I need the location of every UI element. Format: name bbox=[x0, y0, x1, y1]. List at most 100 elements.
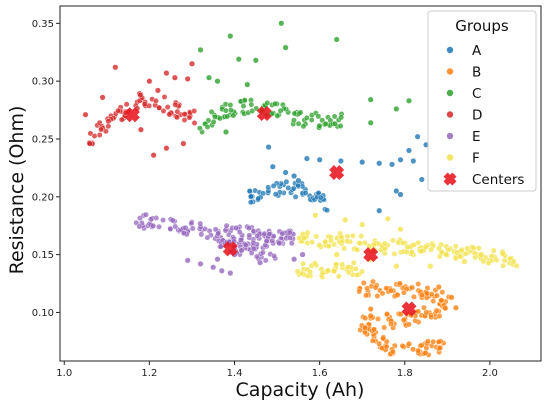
y-axis-label: Resistance (Ohm) bbox=[6, 106, 28, 275]
data-point bbox=[499, 250, 506, 257]
chart-axes: 1.0 1.2 1.4 1.6 1.8 2.0 0.10 0.15 0.20 0.25 0.30 0.… bbox=[32, 19, 498, 379]
data-point bbox=[394, 292, 401, 298]
data-point bbox=[136, 223, 143, 230]
data-point bbox=[480, 258, 487, 265]
data-point bbox=[406, 147, 413, 154]
data-point bbox=[513, 262, 520, 269]
data-point bbox=[327, 237, 334, 244]
data-point bbox=[485, 260, 492, 266]
data-point bbox=[415, 308, 422, 315]
data-point bbox=[403, 286, 410, 292]
data-point bbox=[180, 230, 187, 236]
center-marker bbox=[222, 241, 238, 257]
data-point bbox=[367, 119, 374, 126]
center-marker bbox=[124, 107, 140, 123]
data-point bbox=[300, 123, 307, 130]
data-point bbox=[493, 257, 500, 263]
data-point bbox=[361, 239, 368, 246]
data-point bbox=[166, 111, 173, 118]
chart-marks bbox=[82, 20, 520, 358]
data-point bbox=[254, 233, 261, 239]
data-point bbox=[418, 248, 425, 255]
data-point bbox=[191, 108, 198, 114]
data-point bbox=[82, 111, 89, 118]
data-point bbox=[434, 292, 440, 299]
data-point bbox=[315, 113, 322, 120]
data-point bbox=[390, 237, 396, 244]
data-point bbox=[189, 225, 196, 232]
data-point bbox=[406, 340, 412, 347]
data-point bbox=[388, 321, 394, 327]
data-point bbox=[246, 225, 252, 232]
data-point bbox=[163, 145, 170, 152]
data-point bbox=[282, 44, 289, 51]
data-point bbox=[391, 250, 398, 257]
data-point bbox=[462, 250, 469, 257]
data-point bbox=[372, 284, 379, 291]
data-point bbox=[408, 249, 415, 255]
data-point bbox=[137, 126, 144, 133]
data-point bbox=[393, 187, 400, 194]
x-tick-label: 1.6 bbox=[312, 368, 328, 379]
data-point bbox=[172, 223, 179, 230]
data-point bbox=[443, 251, 449, 258]
data-point bbox=[359, 268, 365, 275]
data-point bbox=[335, 273, 342, 280]
legend-label-D: D bbox=[472, 108, 482, 124]
data-point bbox=[198, 231, 205, 238]
data-point bbox=[238, 247, 245, 254]
data-point bbox=[370, 326, 377, 333]
data-point bbox=[160, 217, 167, 224]
data-point bbox=[397, 191, 404, 198]
data-point bbox=[223, 222, 230, 229]
data-point bbox=[283, 178, 290, 185]
data-point bbox=[410, 346, 416, 353]
data-point bbox=[214, 78, 221, 85]
data-point bbox=[501, 257, 508, 264]
data-point bbox=[150, 152, 157, 159]
data-point bbox=[350, 259, 357, 266]
y-tick-label: 0.30 bbox=[32, 77, 54, 88]
data-point bbox=[322, 238, 329, 245]
data-point bbox=[312, 212, 319, 219]
data-point bbox=[156, 104, 163, 111]
x-tick-label: 1.2 bbox=[141, 368, 157, 379]
data-point bbox=[331, 241, 337, 248]
series-B bbox=[356, 278, 459, 358]
data-point bbox=[332, 120, 338, 127]
data-point bbox=[238, 237, 244, 244]
data-point bbox=[303, 114, 310, 121]
data-point bbox=[411, 241, 417, 248]
data-point bbox=[246, 232, 253, 239]
data-point bbox=[174, 108, 181, 115]
data-point bbox=[262, 257, 269, 264]
data-point bbox=[294, 268, 301, 275]
data-point bbox=[478, 251, 485, 258]
data-point bbox=[344, 233, 351, 240]
data-point bbox=[360, 280, 367, 286]
data-point bbox=[345, 269, 352, 276]
data-point bbox=[367, 306, 374, 313]
data-point bbox=[383, 285, 390, 292]
data-point bbox=[224, 113, 231, 120]
data-point bbox=[181, 117, 188, 123]
data-point bbox=[161, 94, 168, 100]
data-point bbox=[264, 100, 271, 106]
data-point bbox=[215, 230, 222, 237]
data-point bbox=[376, 207, 383, 214]
data-point bbox=[290, 117, 297, 124]
data-point bbox=[271, 253, 277, 259]
data-point bbox=[147, 216, 154, 223]
data-point bbox=[337, 157, 344, 164]
data-point bbox=[414, 347, 421, 354]
data-point bbox=[249, 108, 256, 114]
data-point bbox=[302, 190, 309, 196]
data-point bbox=[421, 304, 427, 311]
data-point bbox=[227, 107, 234, 114]
data-point bbox=[475, 245, 482, 252]
data-point bbox=[333, 36, 340, 43]
data-point bbox=[150, 222, 157, 229]
data-point bbox=[342, 216, 349, 223]
data-point bbox=[367, 96, 374, 103]
data-point bbox=[384, 215, 391, 222]
